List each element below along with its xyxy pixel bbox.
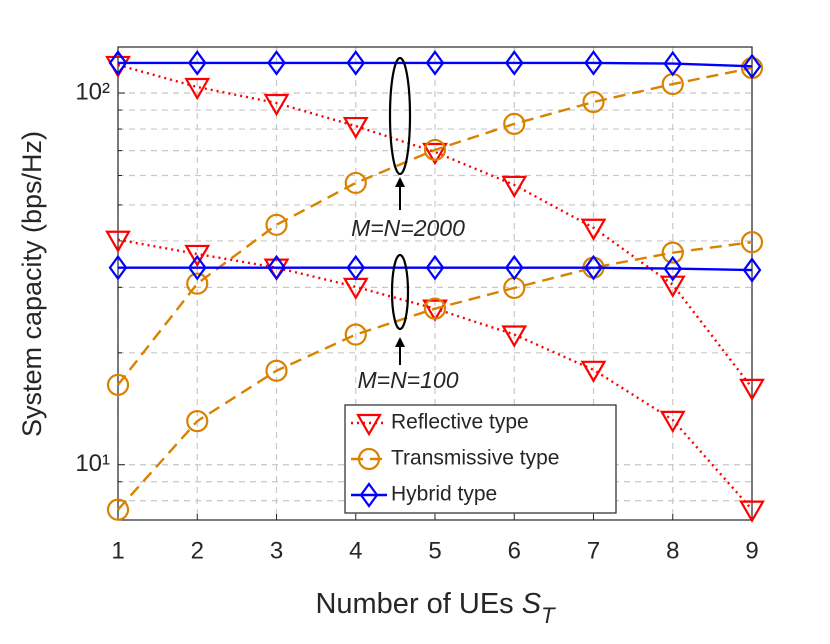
- marker: [582, 90, 605, 114]
- marker: [346, 254, 366, 281]
- legend-label: Reflective type: [391, 411, 529, 434]
- series-line: [117, 63, 753, 389]
- legend-label: Transmissive type: [391, 447, 559, 470]
- plot-frame: [117, 46, 753, 521]
- marker: [108, 254, 128, 281]
- y-axis-label: System capacity (bps/Hz): [17, 131, 47, 437]
- x-label-symbol: S: [522, 588, 542, 620]
- marker: [742, 257, 762, 283]
- series-line: [118, 266, 753, 272]
- x-tick-label: 3: [270, 537, 283, 564]
- marker: [187, 50, 207, 76]
- marker: [501, 325, 528, 348]
- marker: [106, 373, 130, 396]
- marker: [740, 231, 764, 254]
- annotation-arrowhead: [395, 337, 405, 347]
- marker: [344, 171, 367, 195]
- marker: [105, 230, 131, 253]
- marker: [504, 254, 524, 281]
- annotation-ellipse: [388, 56, 412, 176]
- series-line: [117, 66, 753, 386]
- x-tick-label: 7: [587, 537, 600, 564]
- annotation: M=N=2000: [351, 215, 465, 241]
- marker: [584, 50, 603, 76]
- marker: [423, 138, 447, 162]
- marker: [184, 244, 211, 268]
- marker: [267, 254, 286, 281]
- marker: [265, 359, 288, 382]
- marker: [357, 447, 381, 471]
- y-tick-label: 10¹: [75, 450, 110, 477]
- marker: [187, 254, 207, 281]
- marker: [359, 482, 379, 508]
- marker: [504, 50, 524, 76]
- marker: [663, 255, 683, 282]
- marker: [422, 142, 448, 166]
- marker: [263, 93, 290, 117]
- marker: [423, 297, 447, 320]
- series: [108, 254, 762, 283]
- x-tick-label: 5: [428, 537, 441, 564]
- y-tick-label: 10²: [75, 78, 110, 105]
- legend: [344, 404, 617, 514]
- marker: [659, 410, 686, 434]
- marker: [356, 413, 382, 437]
- x-tick-label: 8: [666, 537, 679, 564]
- marker: [739, 500, 765, 523]
- marker: [742, 53, 762, 80]
- marker: [422, 299, 448, 322]
- series-line: [118, 61, 753, 68]
- marker: [186, 410, 209, 433]
- marker: [503, 112, 526, 135]
- marker: [501, 175, 528, 199]
- annotation-ellipse: [390, 253, 410, 331]
- x-label-subscript: T: [541, 603, 556, 628]
- marker: [265, 213, 288, 236]
- x-tick-label: 6: [508, 537, 521, 564]
- x-axis-label: Number of UEs ST: [315, 588, 556, 628]
- x-tick-label: 1: [111, 537, 124, 564]
- marker: [739, 378, 765, 402]
- marker: [106, 498, 130, 521]
- marker: [346, 50, 366, 76]
- x-tick-label: 4: [349, 537, 362, 564]
- marker: [580, 360, 607, 384]
- marker: [580, 218, 607, 241]
- marker: [267, 50, 286, 76]
- x-label-text: Number of UEs: [315, 588, 513, 620]
- marker: [184, 77, 211, 101]
- annotation-arrowhead: [395, 177, 405, 187]
- series: [106, 56, 764, 396]
- legend-label: Hybrid type: [391, 483, 497, 506]
- marker: [661, 241, 684, 264]
- marker: [342, 116, 369, 140]
- marker: [425, 50, 445, 76]
- series: [106, 231, 764, 521]
- marker: [344, 323, 367, 346]
- marker: [659, 275, 686, 298]
- marker: [108, 50, 128, 76]
- annotation: M=N=100: [357, 367, 458, 393]
- x-tick-label: 2: [191, 537, 204, 564]
- marker: [263, 258, 290, 281]
- marker: [186, 272, 209, 295]
- x-tick-label: 9: [745, 537, 758, 564]
- marker: [663, 50, 683, 77]
- series: [108, 50, 762, 80]
- series-line: [117, 240, 753, 511]
- marker: [584, 254, 603, 281]
- marker: [425, 254, 445, 281]
